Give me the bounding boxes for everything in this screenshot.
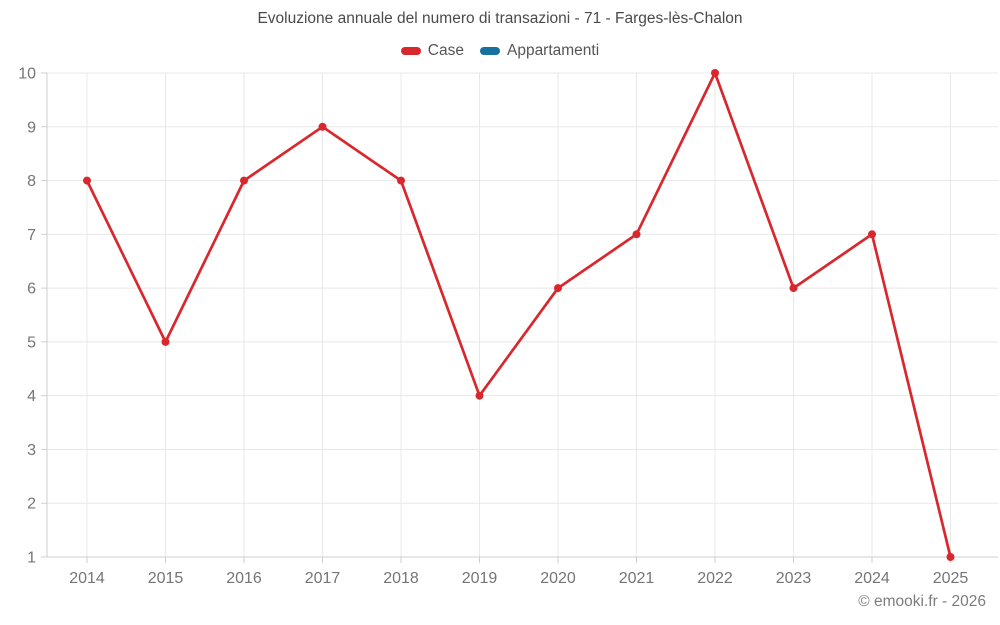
x-tick-label: 2016 [226,570,262,587]
x-tick-label: 2021 [619,570,655,587]
x-tick-label: 2020 [540,570,576,587]
x-tick-label: 2019 [462,570,498,587]
chart-legend: Case Appartamenti [0,42,1000,60]
y-tick-label: 9 [27,119,36,136]
x-tick-label: 2025 [933,570,969,587]
data-point-case-2018[interactable] [397,176,405,185]
x-tick-label: 2018 [383,570,419,587]
y-tick-label: 2 [27,496,36,513]
data-point-case-2014[interactable] [83,176,91,185]
legend-swatch-case-icon [400,47,421,55]
legend-label-case: Case [427,42,464,59]
x-tick-label: 2015 [148,570,184,587]
y-tick-label: 3 [27,442,36,459]
data-point-case-2019[interactable] [475,391,484,400]
x-tick-label: 2022 [697,570,733,587]
y-tick-label: 4 [27,388,36,405]
y-tick-label: 5 [27,334,36,351]
x-tick-label: 2023 [776,570,812,587]
data-point-case-2021[interactable] [632,230,641,239]
legend-item-case[interactable]: Case [400,42,464,60]
y-tick-label: 1 [27,550,36,567]
data-point-case-2020[interactable] [554,284,562,293]
watermark-credit: © emooki.fr - 2026 [858,593,986,610]
legend-swatch-appartamenti-icon [479,47,500,55]
data-point-case-2024[interactable] [868,230,876,239]
data-point-case-2016[interactable] [240,176,248,185]
data-point-case-2015[interactable] [161,337,170,346]
data-point-case-2017[interactable] [318,122,327,131]
data-point-case-2022[interactable] [711,69,719,77]
y-tick-label: 7 [27,227,36,244]
y-tick-label: 10 [18,66,36,83]
x-tick-label: 2014 [69,570,105,587]
y-tick-label: 8 [27,173,36,190]
x-tick-label: 2024 [854,570,890,587]
series-line-case [85,71,952,559]
legend-item-appartamenti[interactable]: Appartamenti [479,42,600,60]
legend-label-appartamenti: Appartamenti [506,42,600,59]
data-point-case-2025[interactable] [946,553,955,561]
chart-title: Evoluzione annuale del numero di transaz… [257,10,743,27]
x-tick-label: 2017 [305,570,341,587]
y-tick-label: 6 [27,281,36,298]
data-point-case-2023[interactable] [789,284,798,293]
